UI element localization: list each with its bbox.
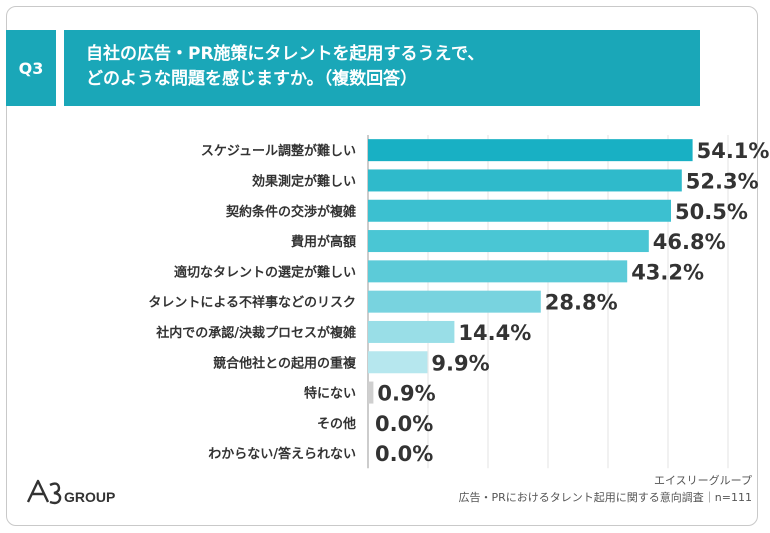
value-label: 14.4% <box>458 321 531 345</box>
value-label: 52.3% <box>686 169 759 193</box>
bar <box>368 230 649 253</box>
value-label: 28.8% <box>545 291 618 315</box>
source-note: エイスリーグループ 広告・PRにおけるタレント起用に関する意向調査｜n=111 <box>459 472 752 506</box>
bar <box>368 169 682 192</box>
bar <box>368 290 541 313</box>
value-label: 46.8% <box>653 230 726 254</box>
category-label: スケジュール調整が難しい <box>201 143 356 159</box>
bar <box>368 381 374 404</box>
source-line-1: エイスリーグループ <box>653 474 752 487</box>
value-label: 0.9% <box>377 382 435 406</box>
value-label: 54.1% <box>697 139 770 163</box>
value-label: 50.5% <box>675 200 748 224</box>
category-label: わからない/答えられない <box>208 446 356 462</box>
question-badge: Q3 <box>6 30 56 106</box>
source-line-2: 広告・PRにおけるタレント起用に関する意向調査｜n=111 <box>458 491 752 504</box>
bar <box>368 351 428 374</box>
value-label: 0.0% <box>375 412 433 436</box>
bar <box>368 139 693 162</box>
bar <box>368 199 671 222</box>
value-label: 0.0% <box>375 442 433 466</box>
category-label: 競合他社との起用の重複 <box>213 355 357 371</box>
category-label: 適切なタレントの選定が難しい <box>174 264 356 280</box>
value-label: 43.2% <box>631 260 704 284</box>
category-label: 特にない <box>304 386 356 402</box>
category-label: 社内での承認/決裁プロセスが複雑 <box>155 325 356 341</box>
question-line-2: どのような問題を感じますか。（複数回答） <box>86 69 418 89</box>
category-label: 費用が高額 <box>291 234 356 250</box>
a3-group-logo: GROUP <box>26 479 115 505</box>
category-label: タレントによる不祥事などのリスク <box>148 295 356 311</box>
bar <box>368 260 628 283</box>
question-line-1: 自社の広告・PR施策にタレントを起用するうえで、 <box>86 44 485 64</box>
category-label: 契約条件の交渉が複雑 <box>225 204 356 220</box>
question-header: 自社の広告・PR施策にタレントを起用するうえで、 どのような問題を感じますか。（… <box>64 30 700 106</box>
logo-suffix: GROUP <box>64 489 115 505</box>
category-label: 効果測定が難しい <box>252 173 356 189</box>
value-label: 9.9% <box>431 351 489 375</box>
category-label: その他 <box>317 416 356 432</box>
bar <box>368 320 455 343</box>
